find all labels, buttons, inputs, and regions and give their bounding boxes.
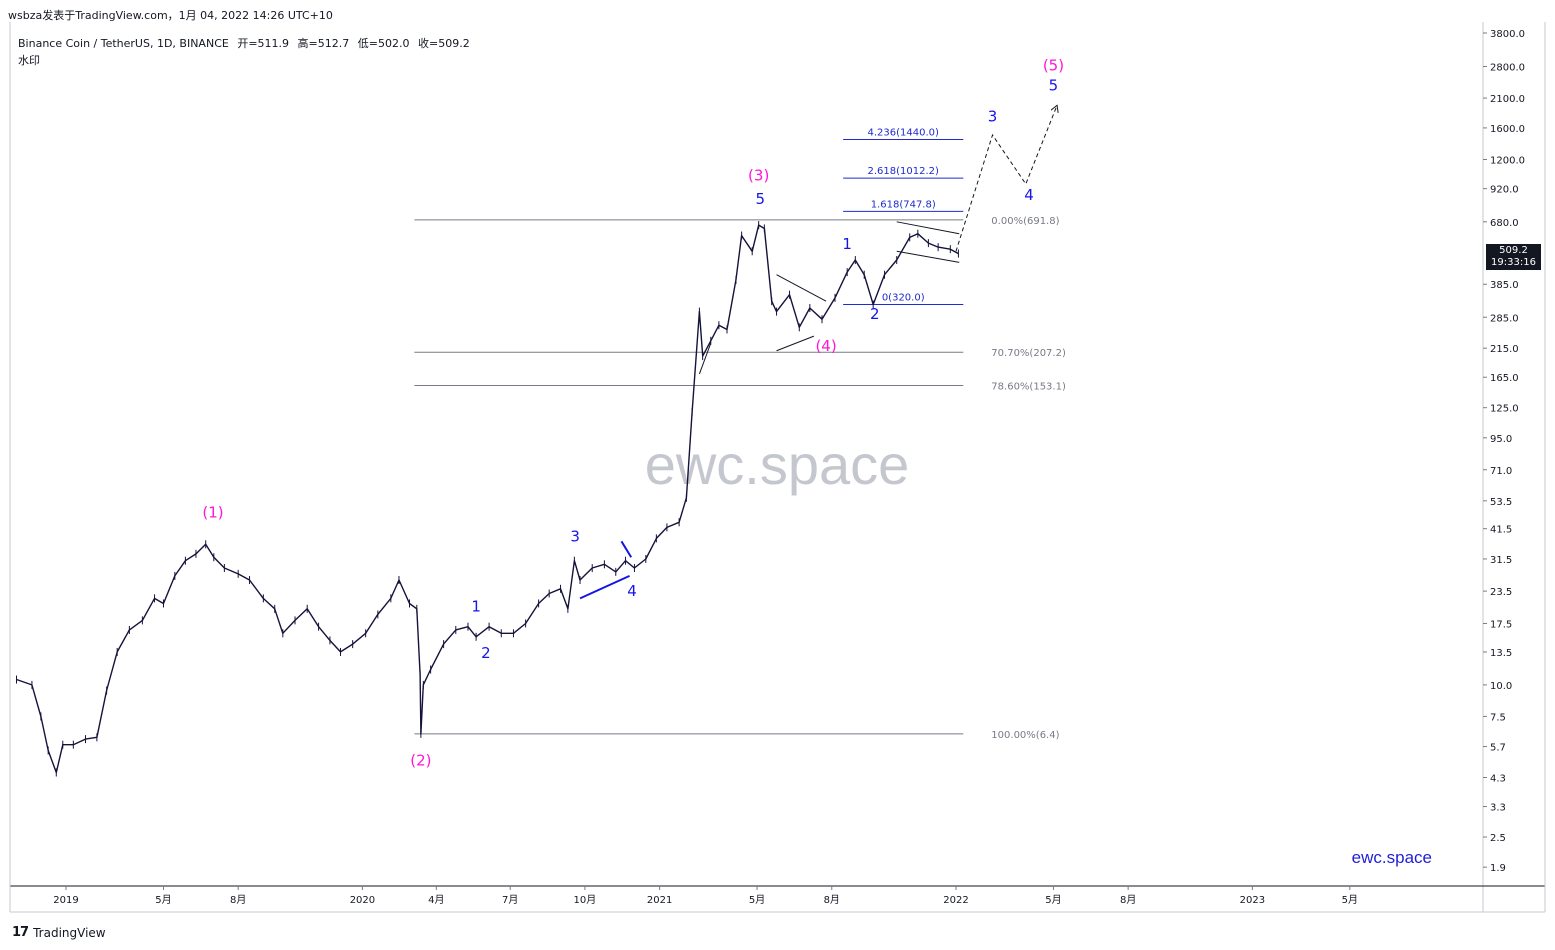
time-tick-label: 8月 (1120, 894, 1136, 906)
wave-label: 2 (870, 305, 880, 323)
low-value: 低=502.0 (357, 37, 410, 50)
price-tick-label: 2.5 (1490, 833, 1506, 844)
trendline-drawings (579, 221, 960, 600)
price-series (15, 106, 1057, 777)
trendline (698, 343, 712, 375)
fib-level-label: 100.00%(6.4) (991, 730, 1059, 741)
price-tick-label: 165.0 (1490, 373, 1519, 384)
price-axis: 3800.0 2800.0 2100.0 1600.0 1200.0 920.0 680.0… (1483, 29, 1525, 874)
bar-countdown: 19:33:16 (1491, 257, 1536, 268)
price-tick-label: 71.0 (1490, 466, 1512, 477)
price-tick-label: 1600.0 (1490, 124, 1525, 135)
watermark-center: ewc.space (645, 433, 910, 496)
price-tick-label: 23.5 (1490, 587, 1512, 598)
publisher-header: wsbza发表于TradingView.com，1月 04, 2022 14:2… (8, 9, 333, 22)
time-tick-label: 8月 (230, 894, 246, 906)
price-tick-label: 95.0 (1490, 434, 1512, 445)
fib-level-label: 0(320.0) (882, 293, 925, 304)
time-tick-label: 5月 (155, 894, 171, 906)
price-tick-label: 680.0 (1490, 218, 1519, 229)
price-tick-label: 3800.0 (1490, 29, 1525, 40)
trendline (776, 274, 827, 302)
wave-label: 2 (481, 644, 491, 662)
wave-label: (2) (410, 751, 431, 769)
price-tick-label: 53.5 (1490, 497, 1512, 508)
time-tick-label: 2023 (1240, 895, 1265, 906)
price-tick-label: 3.3 (1490, 803, 1506, 814)
price-tick-label: 5.7 (1490, 743, 1506, 754)
wave-label: 3 (570, 527, 580, 545)
open-value: 开=511.9 (237, 37, 290, 50)
wave-label: 3 (988, 107, 998, 125)
trendline (896, 250, 960, 263)
time-tick-label: 8月 (824, 894, 840, 906)
price-tick-label: 17.5 (1490, 619, 1512, 630)
time-tick-label: 5月 (1342, 894, 1358, 906)
price-tick-label: 920.0 (1490, 185, 1519, 196)
tradingview-logo[interactable]: 17 TradingView (12, 925, 106, 940)
price-tick-label: 385.0 (1490, 280, 1519, 291)
watermark-legend: 水印 (18, 54, 40, 67)
price-tick-label: 1.9 (1490, 863, 1506, 874)
time-tick-label: 2021 (647, 895, 672, 906)
wave-label: (1) (202, 503, 223, 521)
fibonacci-levels: 0.00%(691.8)70.70%(207.2)78.60%(153.1)10… (414, 127, 1066, 741)
time-tick-label: 2020 (350, 895, 375, 906)
price-tick-label: 2100.0 (1490, 94, 1525, 105)
last-price: 509.2 (1499, 245, 1528, 256)
wave-label: 4 (627, 582, 637, 600)
time-tick-label: 5月 (749, 894, 765, 906)
symbol-legend: Binance Coin / TetherUS, 1D, BINANCE 开=5… (18, 35, 475, 51)
time-tick-label: 10月 (574, 894, 597, 906)
close-value: 收=509.2 (417, 37, 470, 50)
wave-label: (5) (1043, 56, 1064, 74)
price-line (16, 224, 959, 774)
tradingview-logo-icon: 17 (12, 925, 29, 940)
price-tick-label: 285.0 (1490, 313, 1519, 324)
time-tick-label: 2022 (943, 895, 968, 906)
price-tick-label: 41.5 (1490, 525, 1512, 536)
time-tick-label: 7月 (502, 894, 518, 906)
time-tick-label: 2019 (53, 895, 78, 906)
price-tick-label: 125.0 (1490, 404, 1519, 415)
fib-level-label: 78.60%(153.1) (991, 381, 1066, 392)
time-tick-label: 5月 (1045, 894, 1061, 906)
time-axis: 2019 5月 8月 2020 4月 7月 10月 2021 5月 8月 2022 5月 8月 2023 5… (53, 886, 1358, 906)
fib-level-label: 1.618(747.8) (871, 199, 936, 210)
fib-level-label: 4.236(1440.0) (868, 127, 940, 138)
time-tick-label: 4月 (428, 894, 444, 906)
fib-level-label: 70.70%(207.2) (991, 348, 1066, 359)
price-tick-label: 7.5 (1490, 712, 1506, 723)
price-tick-label: 215.0 (1490, 344, 1519, 355)
fib-level-label: 2.618(1012.2) (868, 166, 940, 177)
wave-label: 1 (471, 598, 481, 616)
trendline (776, 335, 815, 352)
fib-level-label: 0.00%(691.8) (991, 216, 1059, 227)
price-tick-label: 2800.0 (1490, 62, 1525, 73)
wave-labels: (1) (2) (3) (4) (5) 1 2 3 4 5 1 2 3 4 5 (202, 56, 1064, 769)
trendline (896, 221, 960, 235)
price-tick-label: 4.3 (1490, 774, 1506, 785)
tradingview-brand: TradingView (33, 925, 106, 940)
price-tick-label: 31.5 (1490, 555, 1512, 566)
wave-label: 5 (1049, 76, 1059, 94)
wave-label: (3) (748, 167, 769, 185)
wave-label: (4) (815, 337, 836, 355)
price-tick-label: 13.5 (1490, 648, 1512, 659)
high-value: 高=512.7 (297, 37, 350, 50)
price-tick-label: 1200.0 (1490, 155, 1525, 166)
trendline (620, 540, 633, 558)
price-tick-label: 10.0 (1490, 681, 1512, 692)
wave-label: 5 (756, 190, 766, 208)
last-price-tag: 509.2 19:33:16 (1486, 244, 1541, 270)
wave-label: 1 (842, 235, 852, 253)
projection-path (955, 106, 1057, 252)
trendline (579, 574, 630, 600)
symbol-name[interactable]: Binance Coin / TetherUS, 1D, BINANCE (18, 37, 229, 50)
wave-label: 4 (1024, 186, 1034, 204)
watermark-corner: ewc.space (1352, 848, 1432, 867)
